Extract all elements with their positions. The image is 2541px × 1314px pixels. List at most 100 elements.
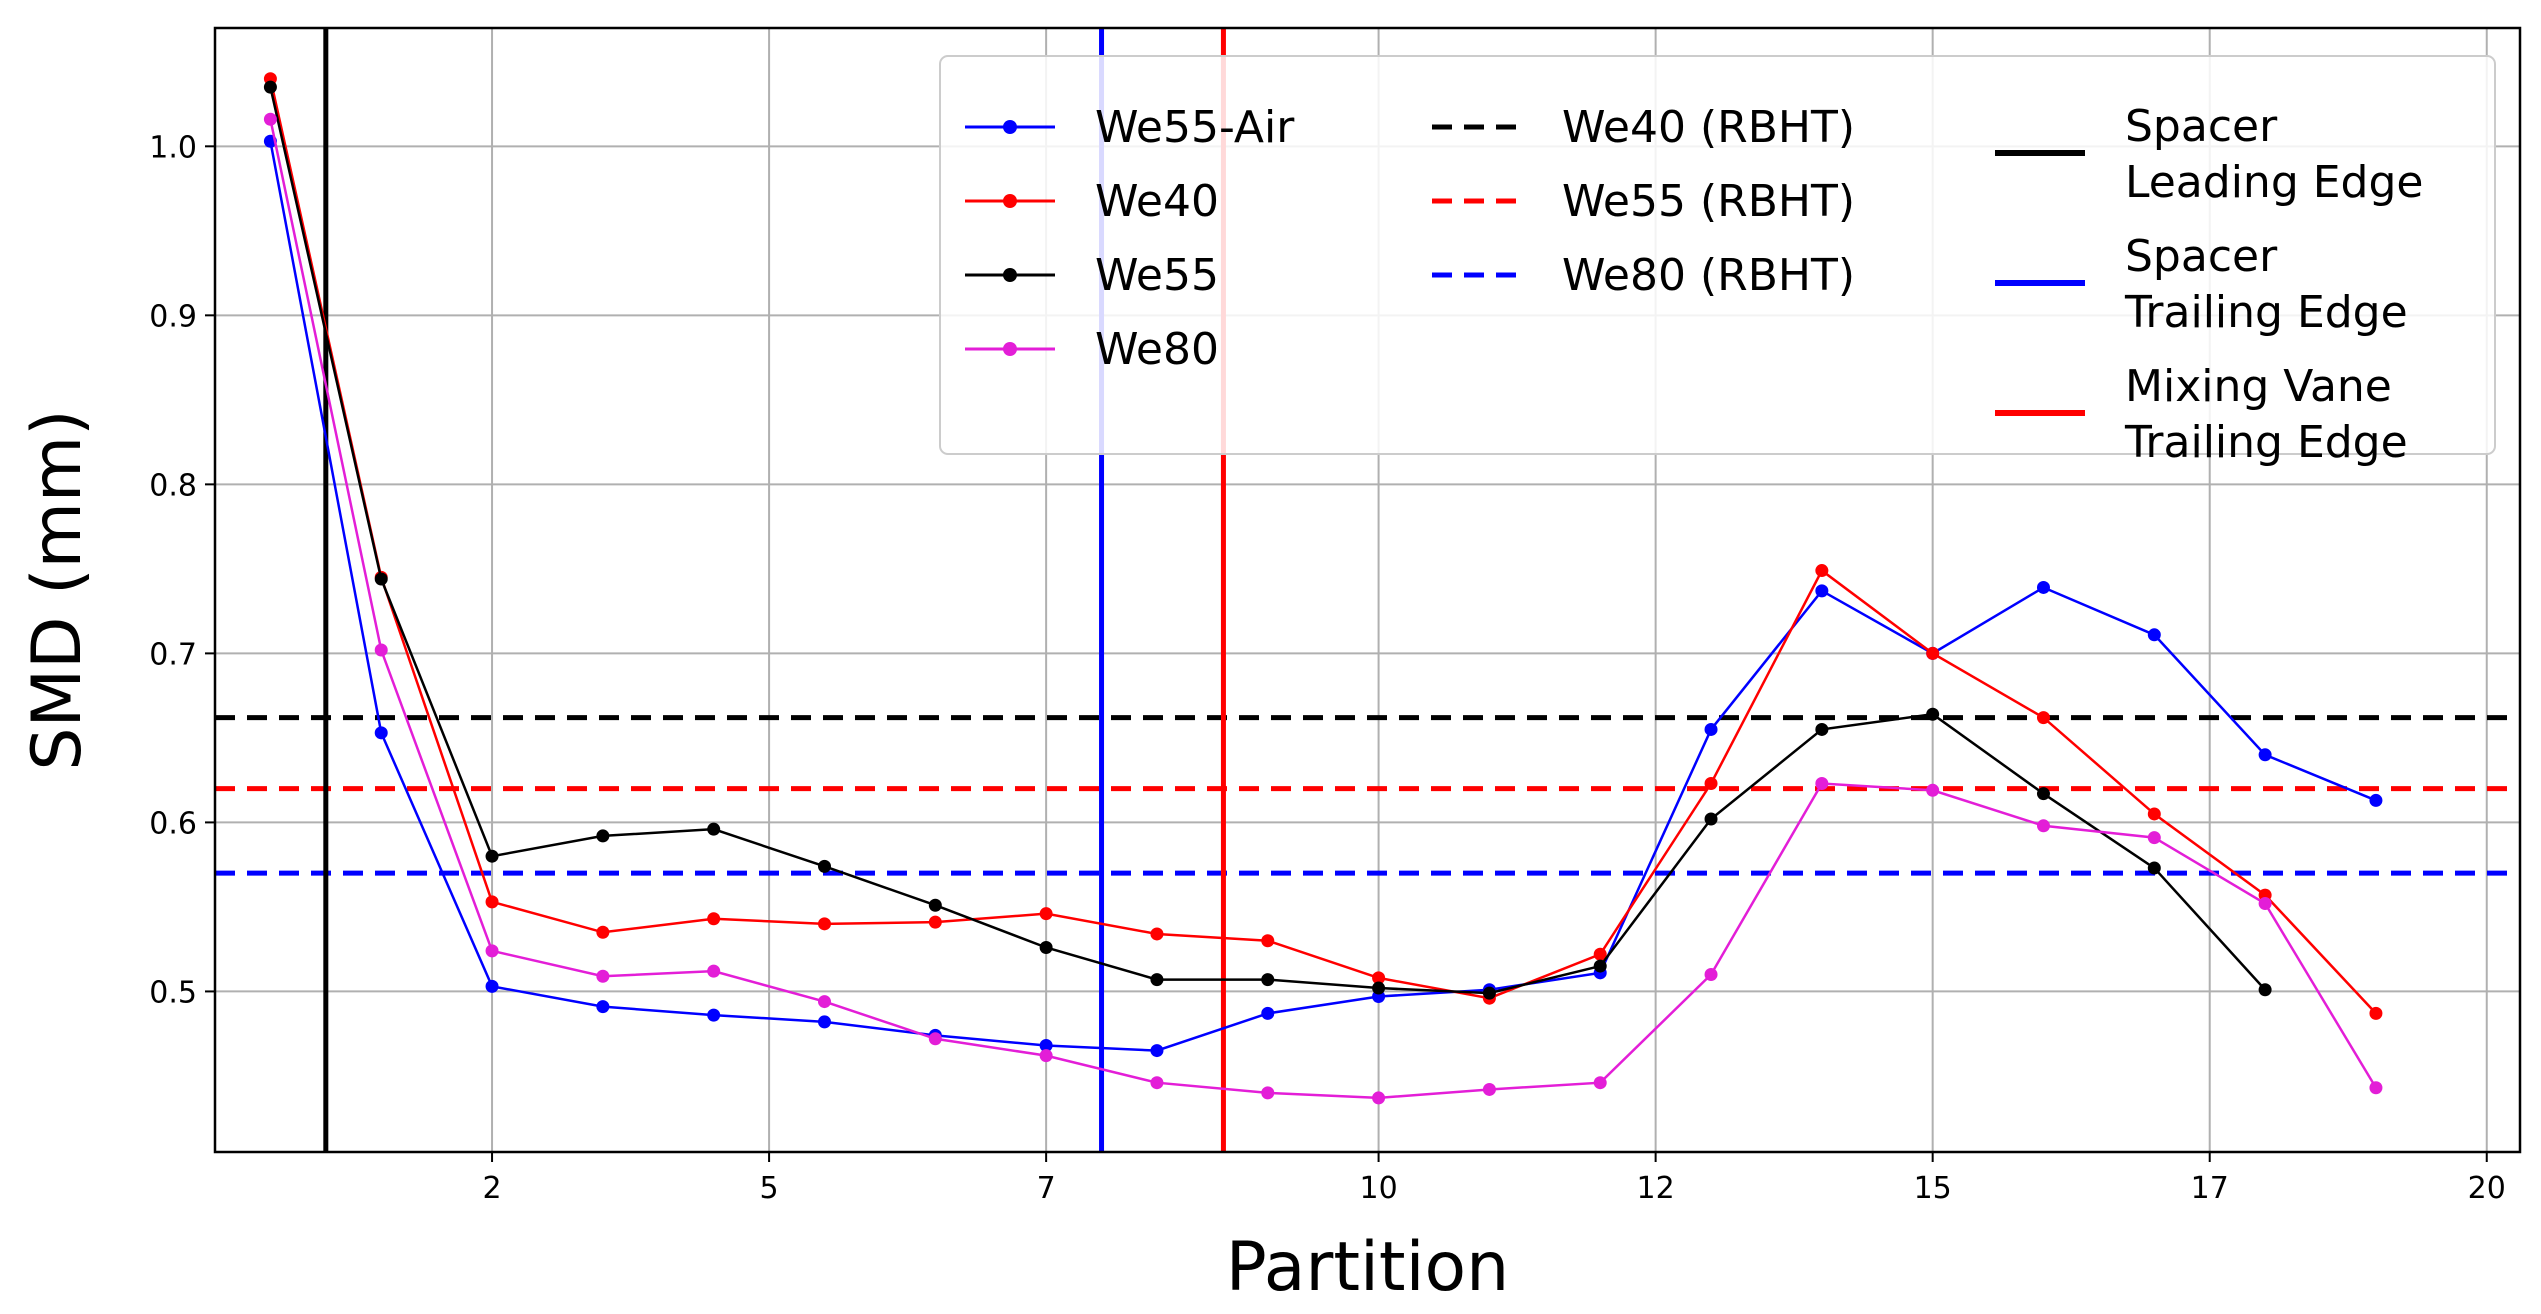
legend-entry-we40: We40	[965, 176, 1219, 227]
data-point	[1150, 1076, 1164, 1090]
data-point	[1704, 812, 1718, 826]
data-point	[596, 925, 610, 939]
data-point	[1926, 707, 1940, 721]
legend-label: We80 (RBHT)	[1562, 250, 1855, 301]
legend-entry-rbht: We40 (RBHT)	[1432, 102, 1855, 153]
data-point	[2258, 897, 2272, 911]
legend-label: Spacer	[2125, 231, 2278, 282]
legend-label: We55 (RBHT)	[1562, 176, 1855, 227]
data-point	[1261, 973, 1275, 987]
data-point	[1150, 1044, 1164, 1058]
data-point	[596, 1000, 610, 1014]
data-point	[1815, 584, 1829, 598]
data-point	[1150, 973, 1164, 987]
data-point	[707, 964, 721, 978]
x-tick-label: 20	[2468, 1171, 2506, 1206]
legend-label: Mixing Vane	[2125, 361, 2392, 412]
data-point	[1482, 986, 1496, 1000]
data-point	[1039, 907, 1053, 921]
data-point	[1593, 959, 1607, 973]
data-point	[485, 979, 499, 993]
legend-label: Spacer	[2125, 101, 2278, 152]
data-point	[2258, 983, 2272, 997]
legend-entry-rbht: We80 (RBHT)	[1432, 250, 1855, 301]
data-point	[2369, 793, 2383, 807]
data-point	[374, 726, 388, 740]
data-point	[1815, 722, 1829, 736]
y-tick-label: 1.0	[149, 130, 197, 165]
data-point	[1815, 564, 1829, 578]
data-point	[2036, 580, 2050, 594]
y-tick-label: 0.8	[149, 468, 197, 503]
series-line	[269, 141, 2377, 1052]
legend-marker	[1003, 120, 1017, 134]
data-point	[2036, 787, 2050, 801]
data-point	[817, 917, 831, 931]
data-point	[2369, 1081, 2383, 1095]
data-point	[1261, 934, 1275, 948]
data-point	[1039, 1039, 1053, 1053]
legend-marker	[1003, 268, 1017, 282]
data-point	[2369, 1006, 2383, 1020]
legend-box	[939, 55, 2496, 455]
data-point	[263, 112, 277, 126]
legend-label: We80	[1095, 324, 1219, 375]
data-point	[707, 822, 721, 836]
data-point	[2147, 628, 2161, 642]
y-axis-title: SMD (mm)	[18, 409, 97, 770]
data-point	[596, 969, 610, 983]
data-point	[817, 859, 831, 873]
y-tick-label: 0.5	[149, 975, 197, 1010]
y-tick-label: 0.7	[149, 637, 197, 672]
data-point	[817, 1015, 831, 1029]
data-point	[1926, 783, 1940, 797]
legend: We55-Air We40 We55 We80 We40 (RBHT) We55 (RBH…	[939, 55, 2496, 468]
legend-label: We55	[1095, 250, 1219, 301]
data-point	[1704, 968, 1718, 982]
legend-marker	[1003, 342, 1017, 356]
data-point	[2147, 831, 2161, 845]
data-point	[2147, 861, 2161, 875]
x-tick-label: 17	[2191, 1171, 2229, 1206]
data-point	[2147, 807, 2161, 821]
data-point	[1261, 1006, 1275, 1020]
data-point	[1039, 940, 1053, 954]
legend-label: We40 (RBHT)	[1562, 102, 1855, 153]
data-point	[928, 915, 942, 929]
data-point	[707, 912, 721, 926]
data-point	[1039, 1049, 1053, 1063]
x-tick-label: 2	[482, 1171, 501, 1206]
series-we55	[263, 80, 2272, 1000]
data-point	[1704, 722, 1718, 736]
legend-label: Trailing Edge	[2124, 287, 2408, 338]
data-point	[1372, 981, 1386, 995]
data-point	[374, 643, 388, 657]
data-point	[263, 80, 277, 94]
data-point	[485, 944, 499, 958]
data-point	[2036, 819, 2050, 833]
y-tick-label: 0.6	[149, 806, 197, 841]
data-point	[1261, 1086, 1275, 1100]
data-point	[485, 895, 499, 909]
data-point	[707, 1008, 721, 1022]
data-point	[1482, 1082, 1496, 1096]
data-point	[1704, 777, 1718, 791]
x-tick-label: 15	[1914, 1171, 1952, 1206]
data-point	[1593, 947, 1607, 961]
series-line	[269, 119, 2378, 1100]
legend-label: Leading Edge	[2125, 157, 2423, 208]
data-point	[928, 898, 942, 912]
data-point	[1372, 971, 1386, 985]
data-point	[374, 572, 388, 586]
x-axis-title: Partition	[1226, 1228, 1509, 1307]
data-point	[1593, 1076, 1607, 1090]
legend-entry-we80: We80	[965, 324, 1219, 375]
x-tick-label: 7	[1037, 1171, 1056, 1206]
axis-ticks: 2 5 7 10 12 15 17 20 0.5 0.6 0.7 0.8 0.9 1.0	[149, 130, 2506, 1206]
data-point	[817, 995, 831, 1009]
plot-area-frame	[213, 26, 2522, 1154]
data-point	[596, 829, 610, 843]
